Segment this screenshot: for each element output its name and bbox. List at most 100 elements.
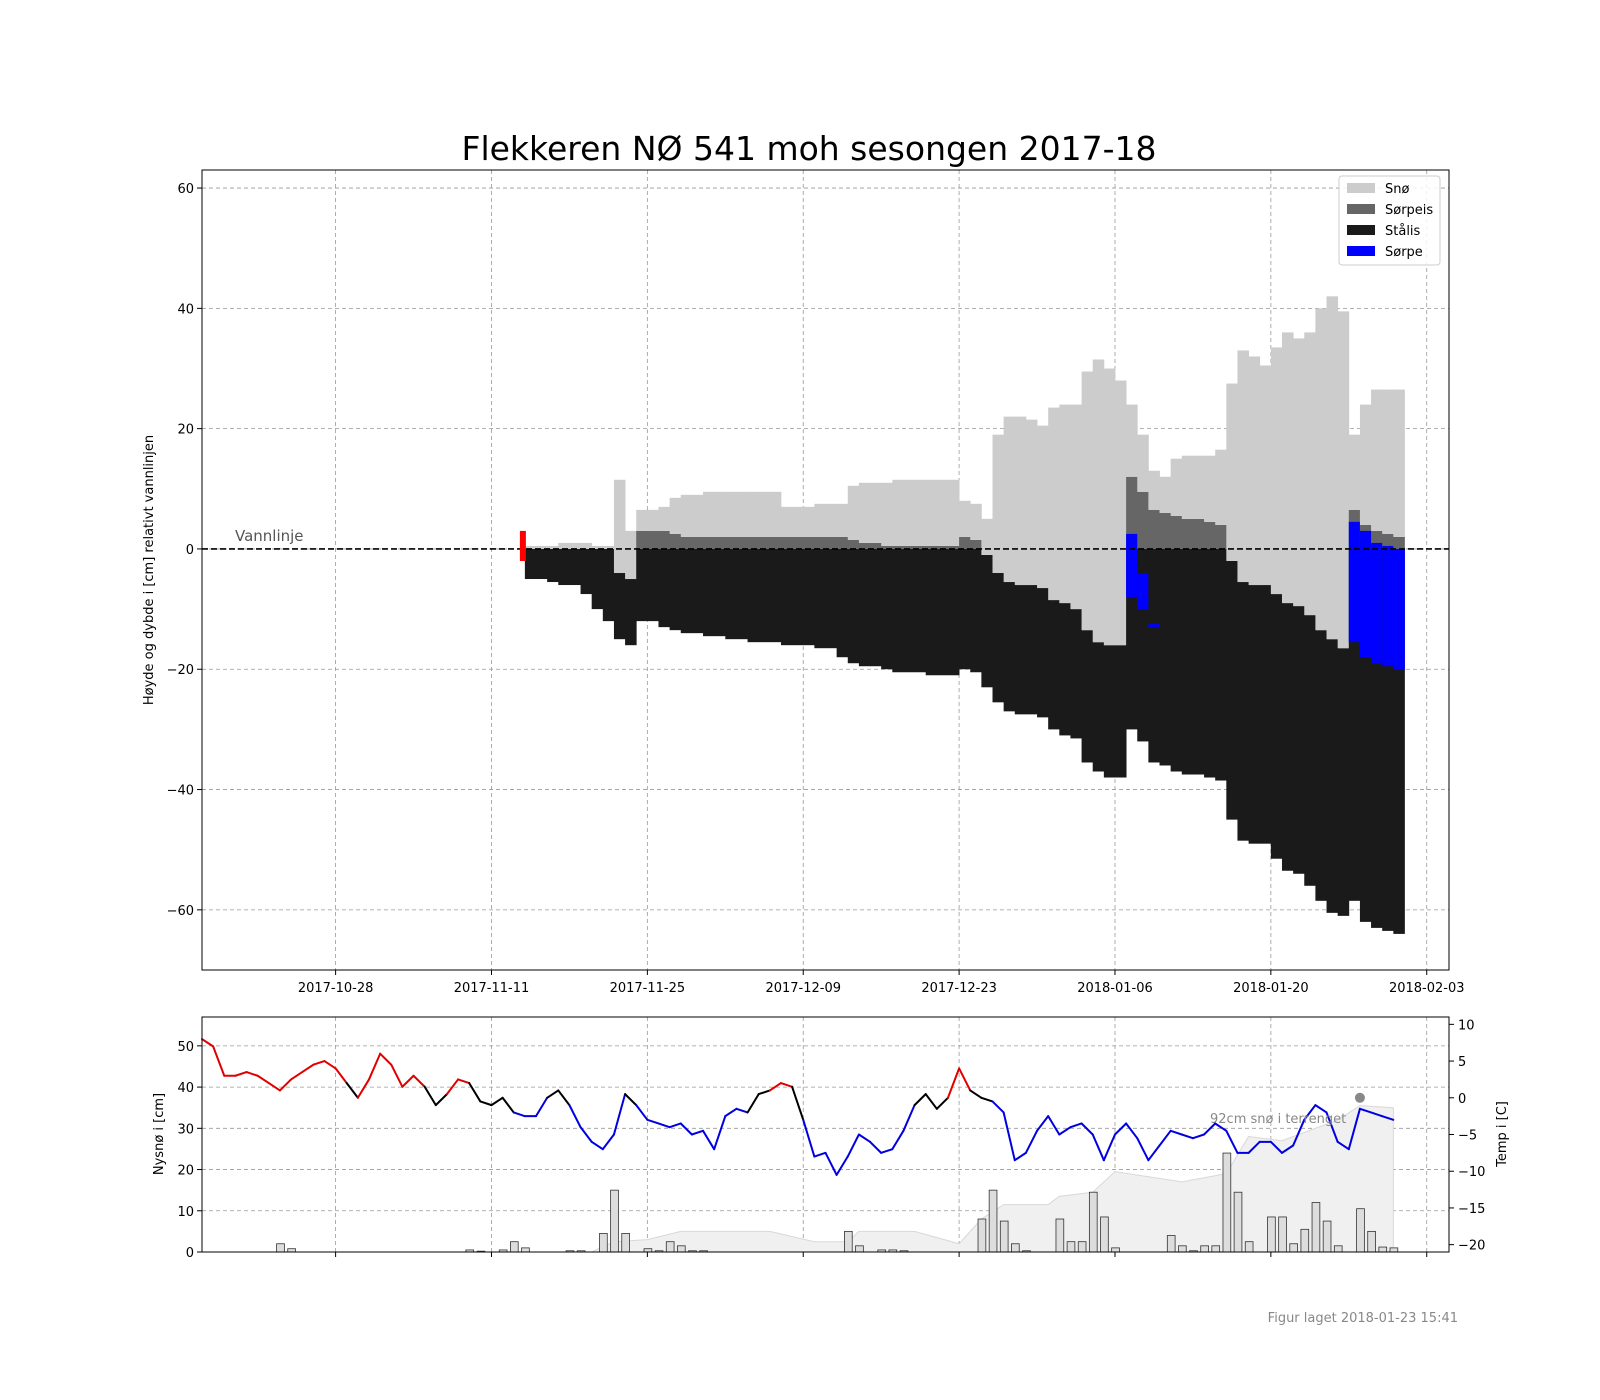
sorpe-segment: [1382, 545, 1394, 667]
sno-segment: [1348, 434, 1361, 510]
main-x-tick-label: 2018-01-20: [1233, 981, 1309, 996]
sno-segment: [881, 482, 893, 546]
temperature-segment: [1125, 1122, 1139, 1140]
stalis-segment: [1337, 648, 1350, 916]
temperature-segment: [1325, 1111, 1339, 1143]
stalis-segment: [970, 548, 982, 673]
temperature-segment: [624, 1093, 638, 1107]
temperature-segment: [579, 1126, 593, 1143]
sno-segment: [1170, 458, 1183, 516]
sno-segment: [1259, 365, 1272, 586]
bottom-y-tick-label: 20: [177, 1164, 194, 1179]
temperature-segment: [657, 1122, 671, 1129]
temperature-segment: [201, 1038, 215, 1048]
temperature-segment: [1058, 1126, 1072, 1136]
temperature-segment: [535, 1096, 549, 1118]
new-snow-bar: [621, 1233, 630, 1253]
stalis-segment: [1315, 630, 1327, 901]
sno-segment: [591, 545, 604, 549]
stalis-segment: [1148, 548, 1160, 763]
stalis-segment: [580, 548, 593, 595]
stalis-segment: [725, 548, 748, 640]
sno-segment: [669, 497, 682, 534]
stalis-segment: [547, 548, 559, 583]
temperature-segment: [646, 1118, 660, 1125]
temperature-segment: [735, 1107, 749, 1114]
sorpeis-segment: [814, 536, 838, 549]
sorpe-segment: [1126, 533, 1138, 598]
terrain-snow-area: [591, 1105, 1394, 1253]
temperature-segment: [1314, 1104, 1328, 1114]
temperature-segment: [1091, 1133, 1105, 1162]
main-x-tick-label: 2017-11-25: [610, 981, 686, 996]
figure-footer: Figur laget 2018-01-23 15:41: [1268, 1311, 1458, 1326]
temperature-segment: [1225, 1129, 1239, 1154]
temperature-segment: [212, 1045, 226, 1077]
temperature-segment: [813, 1151, 827, 1158]
temperature-segment: [412, 1074, 426, 1088]
sno-segment: [1014, 416, 1027, 586]
temperature-segment: [312, 1060, 326, 1066]
sorpeis-segment: [1126, 476, 1138, 549]
temperature-segment: [1203, 1122, 1217, 1136]
sno-segment: [602, 545, 615, 549]
main-y-tick-label: −20: [167, 663, 194, 678]
sno-segment: [1070, 404, 1082, 610]
sno-segment: [613, 479, 626, 574]
sno-segment: [1114, 380, 1127, 646]
temperature-segment: [368, 1052, 382, 1081]
bottom-y-tick-label: 40: [177, 1081, 194, 1096]
temperature-segment: [1336, 1140, 1350, 1151]
temperature-segment: [991, 1100, 1005, 1114]
temperature-segment: [1047, 1115, 1061, 1136]
sno-segment: [580, 542, 593, 549]
temperature-segment: [980, 1096, 994, 1103]
legend-box: [1338, 175, 1441, 266]
bottom-y2-tick-label: −10: [1458, 1165, 1485, 1180]
sno-segment: [1226, 383, 1238, 561]
new-snow-bar: [1244, 1241, 1254, 1253]
new-snow-bar: [1011, 1243, 1020, 1253]
stalis-segment: [1070, 609, 1082, 739]
temperature-segment: [379, 1052, 393, 1066]
main-y-tick-label: 40: [177, 302, 194, 317]
sno-segment: [1270, 347, 1283, 595]
main-y-axis-label: Høyde og dybde i [cm] relativt vannlinje…: [142, 435, 157, 705]
sno-segment: [1126, 404, 1138, 477]
temperature-segment: [256, 1074, 270, 1085]
temperature-segment: [356, 1078, 371, 1099]
stalis-segment: [1215, 548, 1227, 781]
temperature-segment: [423, 1085, 437, 1107]
sorpeis-segment: [636, 530, 659, 549]
stalis-segment: [992, 573, 1005, 703]
temperature-segment: [835, 1155, 849, 1176]
new-snow-bar: [599, 1233, 608, 1253]
temperature-segment: [913, 1093, 927, 1107]
sorpeis-segment: [1181, 518, 1205, 549]
sno-segment: [959, 500, 971, 537]
sorpeis-segment: [1215, 524, 1227, 549]
sno-segment: [524, 545, 548, 549]
stalis-segment: [1181, 548, 1205, 775]
stalis-segment: [613, 573, 626, 640]
temperature-segment: [1024, 1129, 1039, 1154]
bottom-axes: 0 10 20 30 40 50 −20 −15 −10 −5 0 5 10: [177, 1018, 1485, 1261]
bottom-y-tick-label: 30: [177, 1122, 194, 1137]
stalis-segment: [1293, 606, 1305, 874]
stalis-segment: [1114, 645, 1127, 778]
main-x-tick-label: 2017-12-23: [921, 981, 997, 996]
temperature-segment: [846, 1133, 860, 1158]
stalis-segment: [669, 548, 682, 631]
stalis-segment: [636, 548, 659, 622]
new-snow-bar: [610, 1189, 619, 1253]
temperature-segment: [557, 1089, 571, 1107]
sorpe-segment: [1371, 542, 1383, 664]
sno-segment: [1237, 350, 1249, 583]
temperature-segment: [1080, 1122, 1094, 1136]
sno-segment: [1359, 404, 1372, 525]
stalis-segment: [1259, 585, 1272, 844]
stalis-segment: [1025, 585, 1038, 715]
new-snow-bar: [1278, 1216, 1287, 1253]
